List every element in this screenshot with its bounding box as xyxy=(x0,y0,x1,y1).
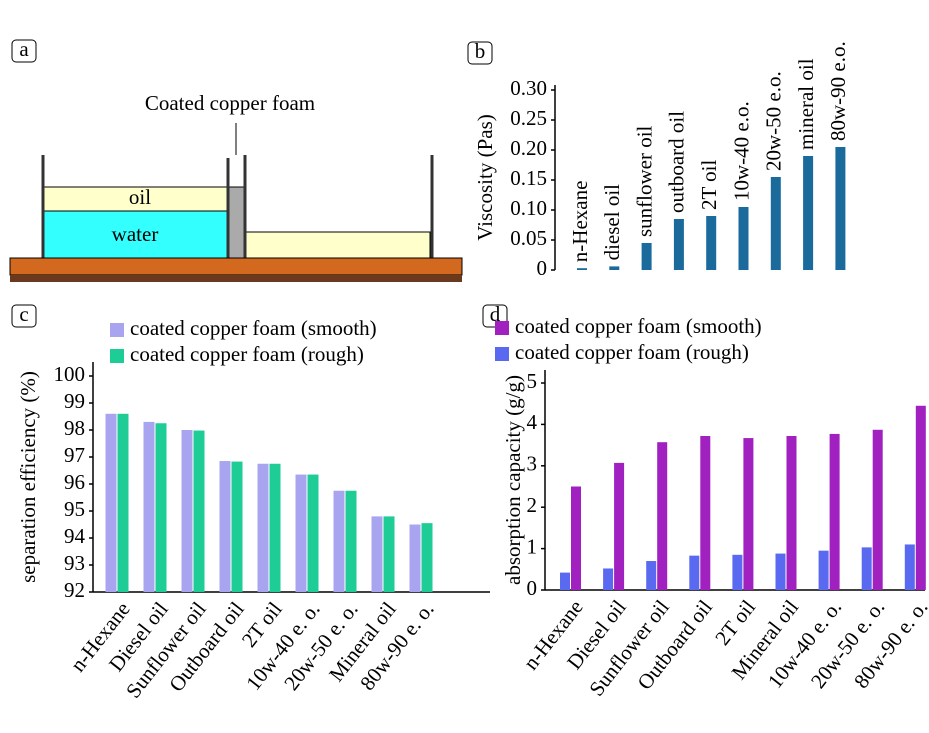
bar xyxy=(830,434,840,590)
y-tick-label: 3 xyxy=(527,452,538,476)
bar xyxy=(657,442,667,590)
bar xyxy=(873,430,883,590)
y-tick-label: 4 xyxy=(527,410,538,434)
collected-oil xyxy=(245,232,430,258)
y-tick-label: 99 xyxy=(64,389,85,413)
bar xyxy=(614,463,624,590)
bar xyxy=(646,561,656,590)
panel-label: a xyxy=(19,37,29,61)
y-tick-label: 98 xyxy=(64,416,85,440)
bar xyxy=(609,266,619,270)
y-tick-label: 0.15 xyxy=(510,166,547,190)
bar xyxy=(835,147,845,270)
category-label: diesel oil xyxy=(600,184,624,261)
bar xyxy=(560,573,570,590)
figure: a Coated copper foam oil water b 0 0.05 0.1… xyxy=(0,0,929,733)
y-tick-label: 0.10 xyxy=(510,196,547,220)
legend-label: coated copper foam (smooth) xyxy=(515,314,762,338)
y-axis-label: Viscosity (Pas) xyxy=(473,114,497,240)
category-label: 20w-50 e.o. xyxy=(762,71,786,171)
y-tick-label: 0.20 xyxy=(510,136,547,160)
bar xyxy=(700,436,710,590)
bar xyxy=(156,423,167,592)
base-plate xyxy=(10,258,462,275)
y-tick-label: 0.30 xyxy=(510,76,547,100)
y-tick-label: 95 xyxy=(64,497,85,521)
legend-label: coated copper foam (rough) xyxy=(130,342,364,366)
bar xyxy=(706,216,716,270)
bar xyxy=(571,487,581,591)
bar xyxy=(334,491,345,592)
category-label: 10w-40 e.o. xyxy=(729,101,753,201)
y-axis-label: absorption capacity (g/g) xyxy=(501,375,525,585)
bar xyxy=(194,431,205,592)
bar xyxy=(674,219,684,270)
bar xyxy=(258,464,269,592)
bar xyxy=(787,436,797,590)
panel-label: b xyxy=(475,39,486,63)
legend-swatch xyxy=(495,321,509,335)
y-tick-label: 93 xyxy=(64,551,85,575)
foam-label: Coated copper foam xyxy=(145,91,315,115)
bar xyxy=(739,207,749,270)
bar xyxy=(220,461,231,592)
y-tick-label: 0.05 xyxy=(510,226,547,250)
y-axis-label: separation efficiency (%) xyxy=(16,371,40,583)
bar xyxy=(372,516,383,592)
bar xyxy=(232,462,243,592)
legend-label: coated copper foam (rough) xyxy=(515,340,749,364)
category-label: 80w-90 e.o. xyxy=(826,41,850,141)
category-label: 2T oil xyxy=(697,159,721,210)
legend-swatch xyxy=(495,347,509,361)
bar xyxy=(776,554,786,590)
y-tick-label: 100 xyxy=(54,362,86,386)
y-tick-label: 5 xyxy=(527,369,538,393)
bar xyxy=(689,556,699,590)
water-label: water xyxy=(112,222,159,246)
y-tick-label: 0 xyxy=(537,256,548,280)
oil-label: oil xyxy=(129,185,151,209)
category-label: sunflower oil xyxy=(632,125,656,237)
bar xyxy=(144,422,155,592)
legend-swatch xyxy=(110,323,124,337)
bar xyxy=(862,547,872,590)
legend-swatch xyxy=(110,349,124,363)
bar xyxy=(577,268,587,270)
bar xyxy=(642,243,652,270)
bar xyxy=(270,464,281,592)
bar xyxy=(905,544,915,590)
foam xyxy=(228,187,245,258)
category-label: mineral oil xyxy=(794,58,818,150)
bar xyxy=(106,414,117,592)
bar xyxy=(308,475,319,592)
panel-label: c xyxy=(19,302,28,326)
diagram: a Coated copper foam oil water xyxy=(10,37,462,282)
bar xyxy=(346,491,357,592)
bar xyxy=(296,475,307,592)
y-tick-label: 1 xyxy=(527,534,538,558)
y-tick-label: 92 xyxy=(64,578,85,602)
bar xyxy=(118,414,129,592)
y-tick-label: 0 xyxy=(527,576,538,600)
y-tick-label: 97 xyxy=(64,443,85,467)
bar xyxy=(384,516,395,592)
bar xyxy=(732,555,742,590)
bar xyxy=(916,406,926,590)
bar xyxy=(819,551,829,590)
bar xyxy=(771,177,781,270)
bar xyxy=(603,568,613,590)
y-tick-label: 96 xyxy=(64,470,85,494)
bar xyxy=(743,438,753,590)
y-tick-label: 2 xyxy=(527,493,538,517)
y-tick-label: 0.25 xyxy=(510,106,547,130)
bar xyxy=(410,525,421,593)
bar xyxy=(182,430,193,592)
bar xyxy=(422,523,433,592)
y-tick-label: 94 xyxy=(64,524,86,548)
bar xyxy=(803,156,813,270)
category-label: outboard oil xyxy=(665,111,689,213)
legend-label: coated copper foam (smooth) xyxy=(130,316,377,340)
base-strip xyxy=(10,275,462,282)
category-label: n-Hexane xyxy=(568,181,592,263)
